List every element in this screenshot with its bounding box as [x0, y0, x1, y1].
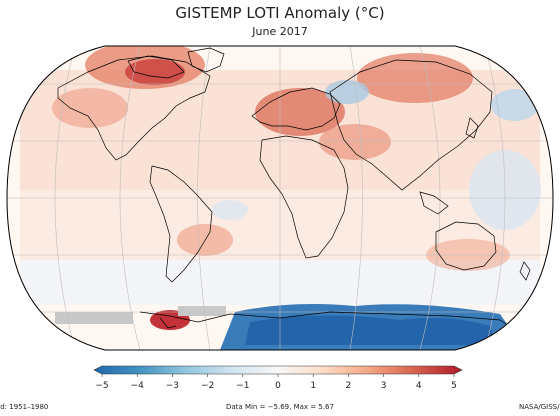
colorbar-tick-label: 2	[346, 381, 352, 391]
longitude-line	[197, 46, 211, 350]
colorbar: −5 −4 −3 −2 −1 0 1 2 3 4 5	[93, 365, 463, 391]
indonesia-outline	[419, 191, 449, 215]
anomaly-atlantic-cool	[212, 200, 248, 220]
north-america-outline	[57, 55, 211, 161]
anomaly-arctic-canada-hotspot	[125, 59, 185, 85]
greenland-outline	[187, 47, 225, 73]
colorbar-tick-label: −5	[95, 381, 108, 391]
colorbar-tick-label: 0	[275, 381, 281, 391]
antarctic-peninsula-outline	[159, 317, 177, 329]
missing-data-antarctic-west	[55, 312, 133, 324]
europe-outline	[251, 87, 341, 131]
africa-outline	[259, 135, 349, 259]
colorbar-tick-label: −3	[166, 381, 179, 391]
colorbar-tick-label: 5	[451, 381, 457, 391]
colorbar-tick-label: 4	[416, 381, 422, 391]
anomaly-west-siberia-cool	[325, 80, 369, 104]
continent-outlines	[57, 47, 531, 337]
asia-outline	[329, 59, 493, 191]
longitude-line	[419, 46, 441, 350]
longitude-line	[119, 46, 141, 350]
south-america-outline	[149, 165, 213, 283]
anomaly-alaska-cool	[491, 89, 539, 121]
colorbar-tick-label: −2	[201, 381, 214, 391]
longitude-line	[54, 46, 76, 350]
colorbar-tick-label: 3	[381, 381, 387, 391]
colorbar-tick-label: −4	[131, 381, 145, 391]
missing-data-antarctic-central	[178, 306, 226, 316]
antarctica-coastline	[139, 311, 526, 337]
colorbar-tick-label: 1	[310, 381, 316, 391]
colorbar-tick-label: −1	[236, 381, 249, 391]
graticule	[7, 46, 553, 350]
australia-outline	[435, 221, 497, 271]
anomaly-antarctica-core-cold	[245, 315, 495, 345]
credit-note: NASA/GISS/	[519, 403, 560, 411]
longitude-line	[484, 46, 506, 350]
new-zealand-outline	[519, 261, 531, 281]
anomaly-europe-hotspot	[255, 88, 345, 136]
colorbar-ticks: −5 −4 −3 −2 −1 0 1 2 3 4 5	[95, 374, 457, 391]
japan-outline	[465, 117, 479, 139]
colorbar-gradient	[93, 365, 463, 375]
map-frame	[6, 45, 554, 351]
data-range-note: Data Min = −5.69, Max = 5.67	[226, 403, 334, 411]
baseline-period-note: iod: 1951–1980	[0, 403, 49, 411]
longitude-line	[349, 46, 363, 350]
map-title: GISTEMP LOTI Anomaly (°C)	[175, 4, 385, 22]
anomaly-siberia-hotspot	[357, 53, 473, 103]
map-subtitle: June 2017	[252, 25, 308, 38]
anomaly-pacific-hotspot	[52, 88, 128, 128]
arctic-archipelago-outline	[127, 55, 185, 79]
anomaly-middle-east-hotspot	[319, 124, 391, 160]
